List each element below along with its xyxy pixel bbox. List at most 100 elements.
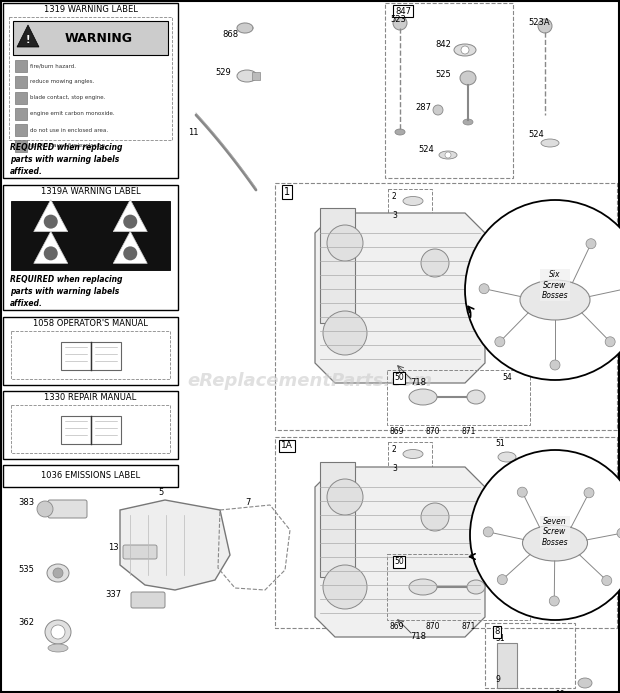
Ellipse shape [463, 119, 473, 125]
Text: 523A: 523A [528, 18, 549, 27]
Text: 842: 842 [435, 40, 451, 49]
Text: 870: 870 [425, 622, 440, 631]
Circle shape [549, 596, 559, 606]
Ellipse shape [404, 218, 422, 225]
Circle shape [44, 215, 58, 229]
Bar [9, 17, 172, 140]
Text: 362: 362 [18, 618, 34, 627]
Text: eReplacementParts.com: eReplacementParts.com [187, 372, 433, 390]
Circle shape [421, 503, 449, 531]
Bar [3, 317, 178, 385]
Text: affixed.: affixed. [10, 167, 43, 176]
Ellipse shape [47, 564, 69, 582]
FancyBboxPatch shape [131, 592, 165, 608]
Bar [3, 391, 178, 459]
Bar [91, 342, 120, 370]
Circle shape [44, 247, 58, 261]
Ellipse shape [523, 525, 588, 561]
Text: 2: 2 [392, 192, 397, 201]
Text: 3: 3 [392, 211, 397, 220]
Bar [252, 72, 260, 80]
Text: 1: 1 [284, 187, 290, 197]
Circle shape [445, 152, 451, 158]
Bar [15, 60, 27, 72]
Circle shape [495, 337, 505, 346]
Text: 869: 869 [389, 622, 404, 631]
Circle shape [123, 215, 137, 229]
Circle shape [586, 238, 596, 249]
Bar [91, 416, 120, 444]
Circle shape [617, 528, 620, 538]
Polygon shape [315, 213, 485, 383]
Circle shape [327, 225, 363, 261]
Bar [15, 108, 27, 120]
Polygon shape [120, 500, 230, 590]
Ellipse shape [460, 71, 476, 85]
Ellipse shape [467, 580, 485, 594]
Ellipse shape [498, 647, 516, 657]
Circle shape [393, 16, 407, 30]
Bar [15, 76, 27, 88]
Ellipse shape [409, 579, 437, 595]
Text: 11: 11 [188, 128, 198, 137]
Ellipse shape [237, 70, 257, 82]
Text: 8: 8 [494, 627, 500, 636]
Text: 869: 869 [389, 427, 404, 436]
Bar [13, 21, 168, 55]
Ellipse shape [467, 390, 485, 404]
Circle shape [479, 283, 489, 294]
Text: 54: 54 [502, 373, 512, 382]
Bar [385, 3, 513, 178]
Ellipse shape [403, 450, 423, 459]
Text: 54: 54 [502, 557, 512, 566]
Circle shape [51, 625, 65, 639]
Ellipse shape [454, 44, 476, 56]
Text: !: ! [26, 35, 30, 45]
Text: Seven
Screw
Bosses: Seven Screw Bosses [542, 517, 569, 547]
Polygon shape [320, 462, 355, 577]
Text: sparks cause fire/explosion.: sparks cause fire/explosion. [30, 143, 107, 148]
Bar [15, 124, 27, 136]
Bar [15, 92, 27, 104]
Text: fire/burn hazard.: fire/burn hazard. [30, 64, 76, 69]
FancyBboxPatch shape [48, 500, 87, 518]
Text: 50: 50 [394, 557, 404, 566]
Text: 9: 9 [495, 675, 500, 684]
Ellipse shape [498, 452, 516, 462]
Circle shape [461, 46, 469, 54]
Text: Six
Screw
Bosses: Six Screw Bosses [542, 270, 569, 300]
Bar [387, 370, 530, 425]
Text: 383: 383 [18, 498, 34, 507]
Text: 10: 10 [555, 690, 565, 693]
Polygon shape [237, 23, 253, 33]
Polygon shape [17, 25, 39, 47]
Bar [497, 643, 517, 688]
Ellipse shape [45, 620, 71, 644]
Text: 51: 51 [495, 439, 505, 448]
Circle shape [483, 527, 494, 537]
Circle shape [53, 568, 63, 578]
Text: 524: 524 [418, 145, 434, 154]
Polygon shape [113, 231, 148, 263]
Polygon shape [33, 231, 68, 263]
Text: 870: 870 [425, 427, 440, 436]
Circle shape [465, 200, 620, 380]
Circle shape [421, 249, 449, 277]
Bar [275, 437, 617, 628]
Text: do not use in enclosed area.: do not use in enclosed area. [30, 128, 108, 132]
Ellipse shape [578, 678, 592, 688]
Circle shape [470, 450, 620, 620]
Text: 287: 287 [415, 103, 431, 112]
Ellipse shape [520, 280, 590, 320]
Bar [15, 140, 27, 152]
Bar [387, 554, 530, 620]
Text: 1319A WARNING LABEL: 1319A WARNING LABEL [41, 187, 140, 196]
Text: reduce mowing angles.: reduce mowing angles. [30, 80, 94, 85]
Circle shape [538, 19, 552, 33]
Text: 847: 847 [395, 6, 411, 15]
Text: 718: 718 [410, 632, 426, 641]
Ellipse shape [395, 129, 405, 135]
Circle shape [517, 487, 527, 497]
Text: 718: 718 [410, 378, 426, 387]
Text: 524: 524 [528, 130, 544, 139]
